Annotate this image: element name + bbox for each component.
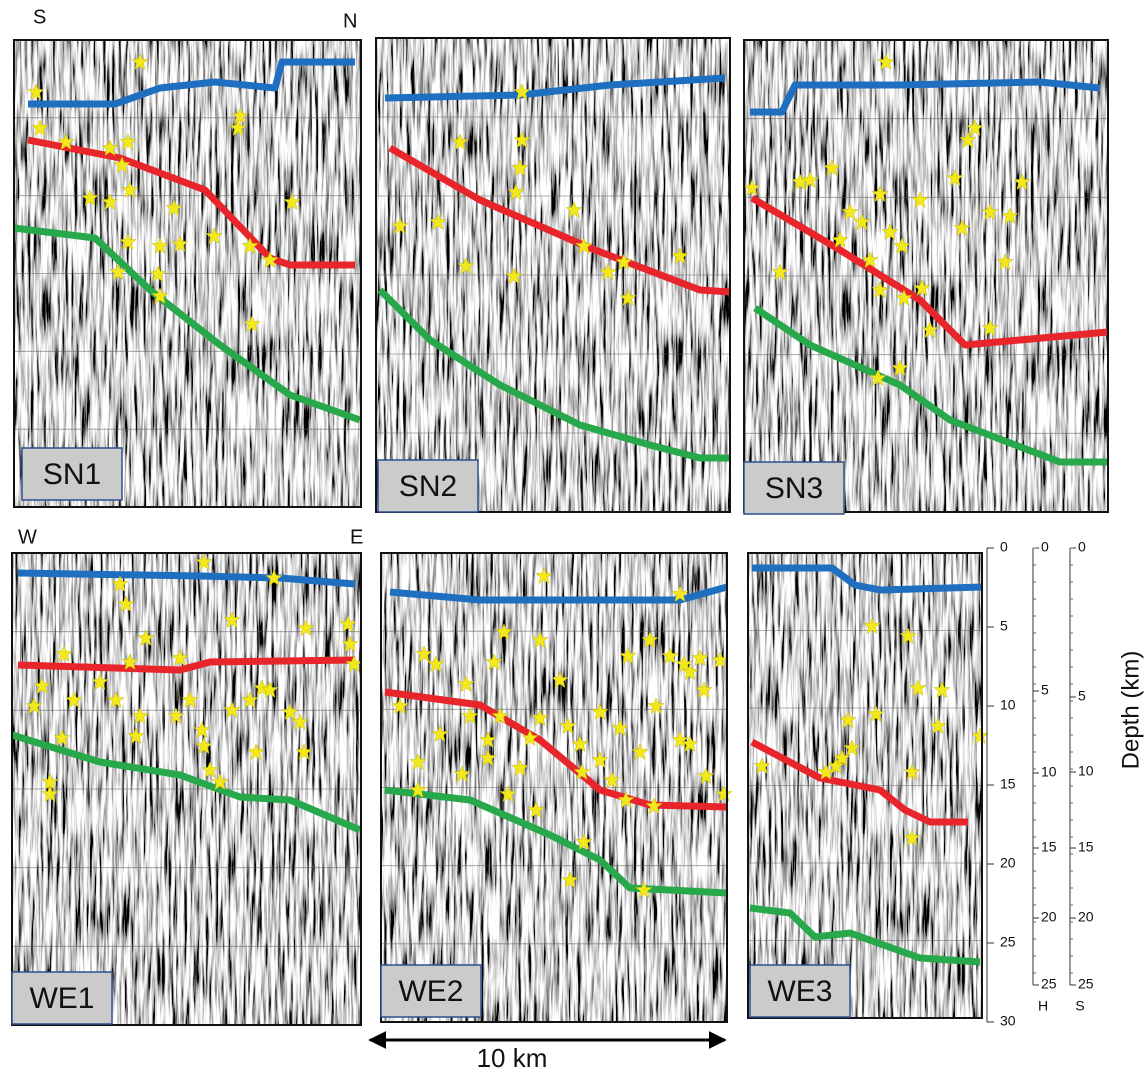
horizon-line: [17, 656, 356, 674]
seismic-panel: WE1: [10, 552, 363, 1026]
tick-label: 20: [1000, 855, 1016, 871]
tick-label: 0: [1000, 539, 1008, 555]
tick-label: 15: [1078, 839, 1094, 855]
tick-label: 10: [1000, 697, 1016, 713]
panel-label-box: [743, 461, 845, 515]
panel-label: SN2: [399, 470, 457, 503]
panel-frame: [747, 552, 983, 1019]
seismic-panel: SN3: [743, 39, 1109, 515]
panel-frame: [13, 39, 362, 508]
horizon-line: [749, 904, 981, 966]
tick-label: 10: [1078, 763, 1094, 779]
tick-label: 25: [1000, 934, 1016, 950]
tick-label: 20: [1078, 909, 1094, 925]
depth-scales: 0 5 10 15 20 25 30 0 5 10 15 20 25 0 5 10 15 20 25: [986, 539, 1094, 1029]
horizon-line: [384, 74, 726, 102]
scale-name: H: [1038, 998, 1048, 1014]
horizon-line: [750, 78, 1101, 116]
seismic-panel: SN2: [375, 37, 731, 513]
horizon-line: [13, 224, 362, 424]
orientation-label: E: [350, 526, 363, 548]
horizon-line: [389, 583, 728, 604]
panel-label: WE1: [29, 982, 94, 1015]
panel-label-box: [380, 964, 482, 1018]
tick-label: 20: [1041, 909, 1057, 925]
depth-axis-title: Depth (km): [1117, 651, 1144, 770]
horizon-line: [750, 194, 1109, 349]
panel-label: WE2: [398, 975, 463, 1008]
horizon-line: [27, 136, 355, 269]
horizon-line: [10, 731, 362, 834]
seismic-panel: WE2: [380, 552, 733, 1023]
tick-label: 25: [1041, 976, 1057, 992]
panel-label: WE3: [767, 975, 832, 1008]
horizon-line: [377, 287, 730, 462]
seismic-panel: WE3: [747, 552, 989, 1019]
tick-label: 30: [1000, 1013, 1016, 1029]
panel-frame: [375, 37, 731, 513]
tick-label: 15: [1000, 776, 1016, 792]
panel-label-box: [377, 459, 479, 513]
panel-label: SN3: [765, 472, 823, 505]
panel-label-box: [11, 971, 113, 1025]
orientation-label: N: [343, 10, 357, 32]
tick-label: 0: [1078, 539, 1086, 555]
horizon-line: [750, 738, 968, 826]
horizon-line: [752, 564, 983, 594]
scale-name: S: [1075, 998, 1084, 1014]
orientation-label: S: [33, 6, 46, 28]
horizon-line: [28, 58, 355, 108]
tick-label: 0: [1041, 539, 1049, 555]
horizon-line: [17, 569, 356, 588]
tick-label: 15: [1041, 839, 1057, 855]
panel-frame: [743, 39, 1109, 513]
orientation-label: W: [18, 526, 37, 548]
horizon-line: [384, 688, 728, 811]
horizon-line: [753, 305, 1108, 466]
panel-frame: [380, 552, 728, 1023]
panel-frame: [11, 552, 362, 1026]
panel-label: SN1: [43, 458, 101, 491]
tick-label: 10: [1041, 764, 1057, 780]
horizon-line: [388, 144, 731, 296]
tick-label: 5: [1000, 618, 1008, 634]
tick-label: 5: [1078, 688, 1086, 704]
panel-label-box: [21, 447, 123, 501]
scale-bar-label: 10 km: [477, 1043, 548, 1073]
seismic-panel: SN1: [13, 39, 362, 508]
panels: SN1 SN2 SN3 WE1 WE2 WE3: [10, 37, 1109, 1026]
panel-label-box: [749, 964, 851, 1018]
tick-label: 5: [1041, 682, 1049, 698]
tick-label: 25: [1078, 976, 1094, 992]
